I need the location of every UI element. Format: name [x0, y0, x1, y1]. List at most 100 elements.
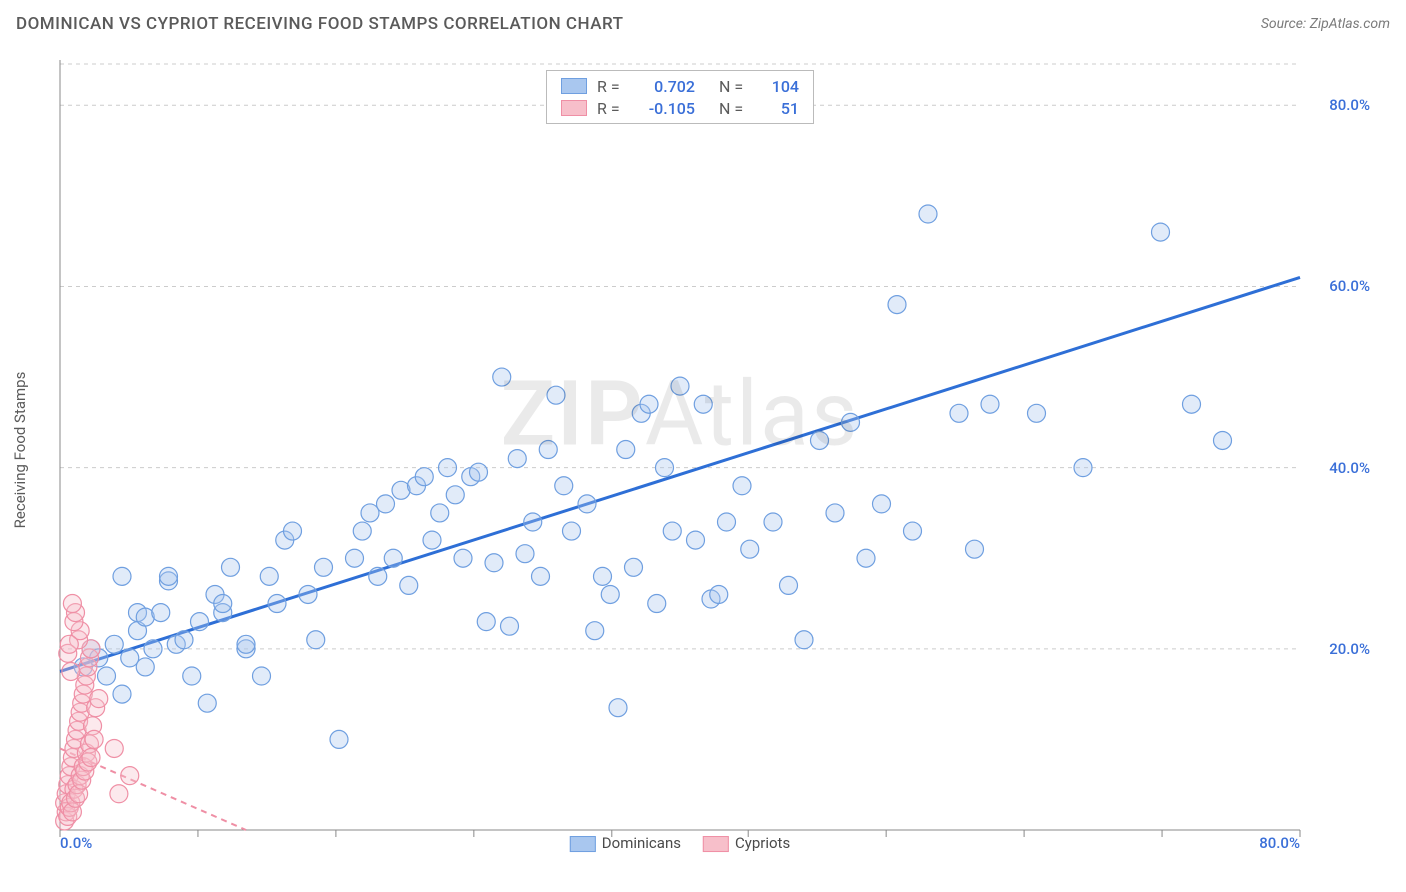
- data-point: [214, 595, 232, 613]
- data-point: [617, 441, 635, 459]
- data-point: [888, 296, 906, 314]
- data-point: [284, 522, 302, 540]
- data-point: [555, 477, 573, 495]
- data-point: [330, 730, 348, 748]
- data-point: [175, 631, 193, 649]
- data-point: [377, 495, 395, 513]
- data-point: [826, 504, 844, 522]
- data-point: [764, 513, 782, 531]
- data-point: [183, 667, 201, 685]
- data-point: [268, 595, 286, 613]
- data-point: [113, 685, 131, 703]
- chart-title: DOMINICAN VS CYPRIOT RECEIVING FOOD STAM…: [16, 14, 623, 34]
- legend-label: Dominicans: [602, 834, 681, 852]
- data-point: [524, 513, 542, 531]
- data-point: [400, 576, 418, 594]
- data-point: [361, 504, 379, 522]
- data-point: [439, 459, 457, 477]
- legend-r-label: R =: [597, 99, 627, 118]
- data-point: [578, 495, 596, 513]
- data-point: [1214, 431, 1232, 449]
- data-point: [237, 635, 255, 653]
- source-attribution: Source: ZipAtlas.com: [1261, 16, 1390, 32]
- data-point: [663, 522, 681, 540]
- legend-r-label: R =: [597, 77, 627, 96]
- data-point: [594, 567, 612, 585]
- legend-item: Cypriots: [703, 834, 790, 852]
- scatter-plot: ZIPAtlas R =0.702N =104R =-0.105N =51 Do…: [60, 60, 1300, 830]
- data-point: [741, 540, 759, 558]
- data-point: [694, 395, 712, 413]
- data-point: [113, 567, 131, 585]
- data-point: [152, 604, 170, 622]
- legend-n-label: N =: [719, 99, 749, 118]
- plot-container: Receiving Food Stamps ZIPAtlas R =0.702N…: [30, 50, 1390, 850]
- data-point: [60, 635, 78, 653]
- data-point: [919, 205, 937, 223]
- legend-swatch: [561, 100, 587, 116]
- data-point: [446, 486, 464, 504]
- data-point: [501, 617, 519, 635]
- data-point: [656, 459, 674, 477]
- legend-row: R = 0.702 N = 104: [561, 75, 799, 97]
- x-tick-label-min: 0.0%: [60, 834, 92, 852]
- data-point: [299, 585, 317, 603]
- data-point: [601, 585, 619, 603]
- legend-n-value: 51: [759, 99, 799, 118]
- data-point: [966, 540, 984, 558]
- data-point: [423, 531, 441, 549]
- y-tick-label: 40.0%: [1329, 459, 1370, 477]
- data-point: [431, 504, 449, 522]
- data-point: [640, 395, 658, 413]
- data-point: [136, 658, 154, 676]
- legend-n-label: N =: [719, 77, 749, 96]
- y-tick-label: 80.0%: [1329, 96, 1370, 114]
- data-point: [63, 595, 81, 613]
- data-point: [547, 386, 565, 404]
- data-point: [609, 699, 627, 717]
- data-point: [516, 545, 534, 563]
- data-point: [950, 404, 968, 422]
- data-point: [369, 567, 387, 585]
- data-point: [110, 785, 128, 803]
- data-point: [981, 395, 999, 413]
- legend-r-value: 0.702: [637, 77, 695, 96]
- data-point: [98, 667, 116, 685]
- data-point: [454, 549, 472, 567]
- correlation-legend: R =0.702N =104R =-0.105N =51: [546, 70, 814, 124]
- data-point: [260, 567, 278, 585]
- plot-svg: [60, 60, 1300, 830]
- data-point: [315, 558, 333, 576]
- data-point: [687, 531, 705, 549]
- data-point: [85, 730, 103, 748]
- data-point: [811, 431, 829, 449]
- data-point: [485, 554, 503, 572]
- data-point: [90, 690, 108, 708]
- x-tick-label-max: 80.0%: [1259, 834, 1300, 852]
- data-point: [733, 477, 751, 495]
- data-point: [671, 377, 689, 395]
- data-point: [253, 667, 271, 685]
- data-point: [82, 749, 100, 767]
- data-point: [532, 567, 550, 585]
- data-point: [105, 635, 123, 653]
- legend-n-value: 104: [759, 77, 799, 96]
- data-point: [857, 549, 875, 567]
- data-point: [191, 613, 209, 631]
- data-point: [198, 694, 216, 712]
- data-point: [648, 595, 666, 613]
- data-point: [718, 513, 736, 531]
- data-point: [346, 549, 364, 567]
- data-point: [222, 558, 240, 576]
- data-point: [1183, 395, 1201, 413]
- data-point: [563, 522, 581, 540]
- data-point: [144, 640, 162, 658]
- data-point: [873, 495, 891, 513]
- data-point: [477, 613, 495, 631]
- data-point: [105, 739, 123, 757]
- data-point: [307, 631, 325, 649]
- data-point: [1152, 223, 1170, 241]
- data-point: [780, 576, 798, 594]
- data-point: [1074, 459, 1092, 477]
- data-point: [710, 585, 728, 603]
